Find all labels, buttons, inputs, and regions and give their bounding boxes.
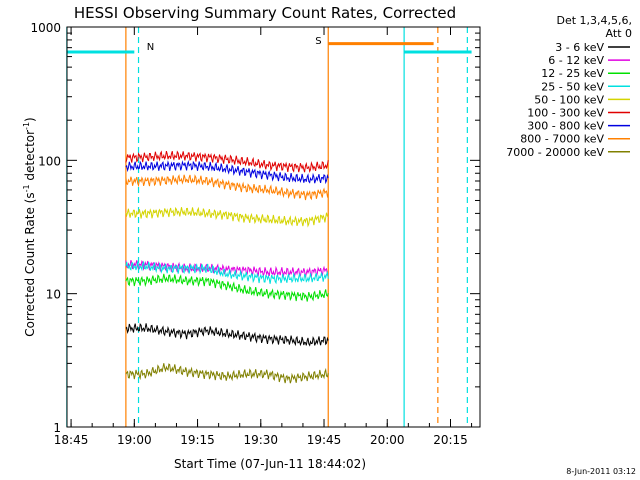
legend-label-7: 800 - 7000 keV	[520, 133, 604, 146]
y-tick-label-0: 1	[53, 421, 61, 435]
legend-label-0: 3 - 6 keV	[555, 41, 604, 54]
series-line-6	[125, 159, 329, 185]
y-tick-label-1: 10	[46, 288, 61, 302]
plot-frame	[66, 26, 481, 428]
plot-area: NS	[66, 27, 472, 427]
x-tick-label-0: 18:45	[54, 433, 89, 447]
y-tick-label-2: 100	[38, 154, 61, 168]
footer-date: 8-Jun-2011 03:12	[566, 467, 636, 476]
x-tick-label-6: 20:15	[433, 433, 468, 447]
series-line-5	[125, 150, 329, 174]
x-tick-label-3: 19:30	[243, 433, 278, 447]
series-line-7	[125, 174, 329, 201]
night-label: N	[147, 42, 154, 53]
legend-label-5: 100 - 300 keV	[527, 107, 604, 120]
y-axis: 1 10 100 1000	[30, 21, 480, 435]
legend-header-line-2: Att 0	[606, 27, 632, 40]
saa-label: S	[315, 36, 321, 47]
series-line-2	[125, 273, 329, 302]
series-line-3	[125, 260, 329, 285]
y-axis-label: Corrected Count Rate (s-1 detector-1)	[22, 117, 37, 336]
x-tick-label-1: 19:00	[117, 433, 152, 447]
x-tick-label-2: 19:15	[180, 433, 215, 447]
legend-header-line-1: Det 1,3,4,5,6,	[556, 14, 632, 27]
legend-label-3: 25 - 50 keV	[541, 80, 604, 93]
series-line-8	[125, 363, 329, 384]
legend-label-4: 50 - 100 keV	[534, 93, 604, 106]
series-line-0	[125, 323, 329, 347]
x-axis-label: Start Time (07-Jun-11 18:44:02)	[174, 457, 366, 471]
x-axis: 18:45 19:00 19:15 19:30 19:45 20:00 20:15	[54, 27, 473, 447]
x-tick-label-5: 20:00	[370, 433, 405, 447]
x-tick-label-4: 19:45	[307, 433, 342, 447]
chart-title: HESSI Observing Summary Count Rates, Cor…	[74, 4, 456, 22]
series-line-4	[125, 206, 329, 228]
legend-label-6: 300 - 800 keV	[527, 120, 604, 133]
y-tick-label-3: 1000	[30, 21, 61, 35]
legend-label-2: 12 - 25 keV	[541, 67, 604, 80]
legend-label-1: 6 - 12 keV	[548, 54, 604, 67]
legend-label-8: 7000 - 20000 keV	[506, 146, 604, 159]
